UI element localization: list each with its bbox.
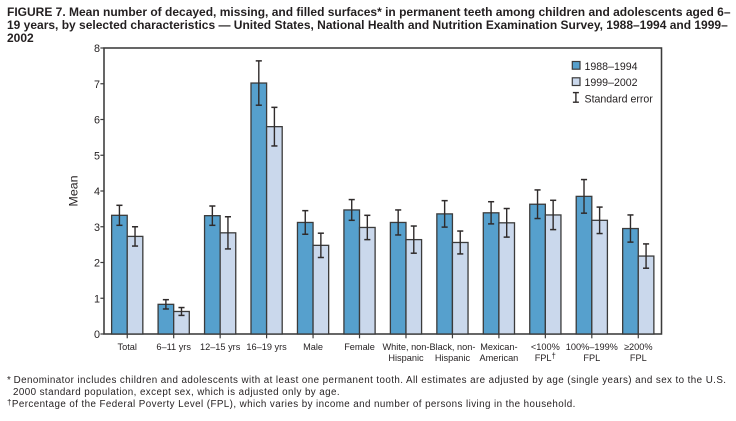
svg-text:3: 3	[94, 222, 100, 234]
svg-text:7: 7	[94, 79, 100, 91]
svg-text:1988–1994: 1988–1994	[585, 61, 638, 73]
svg-text:<100%: <100%	[531, 342, 560, 352]
svg-text:≥200%: ≥200%	[624, 342, 653, 352]
svg-text:Mean: Mean	[67, 175, 81, 206]
svg-text:Black, non-: Black, non-	[429, 342, 475, 352]
svg-text:2: 2	[94, 258, 100, 270]
svg-text:White, non-: White, non-	[382, 342, 429, 352]
svg-text:0: 0	[94, 329, 100, 341]
svg-text:1999–2002: 1999–2002	[585, 77, 638, 89]
svg-text:Mexican-: Mexican-	[480, 342, 517, 352]
svg-text:12–15 yrs: 12–15 yrs	[200, 342, 241, 352]
svg-text:5: 5	[94, 150, 100, 162]
svg-text:8: 8	[94, 43, 100, 55]
svg-text:Male: Male	[303, 342, 323, 352]
svg-text:Female: Female	[344, 342, 375, 352]
svg-text:American: American	[479, 353, 518, 363]
svg-text:1: 1	[94, 293, 100, 305]
svg-text:100%–199%: 100%–199%	[566, 342, 618, 352]
svg-text:6–11 yrs: 6–11 yrs	[156, 342, 191, 352]
svg-text:Standard error: Standard error	[585, 93, 654, 105]
svg-text:FPL: FPL	[630, 353, 647, 363]
svg-text:FPL†: FPL†	[535, 351, 556, 363]
svg-text:Hispanic: Hispanic	[388, 353, 424, 363]
svg-text:16–19 yrs: 16–19 yrs	[246, 342, 287, 352]
svg-text:FPL: FPL	[583, 353, 600, 363]
svg-text:4: 4	[94, 186, 100, 198]
svg-text:6: 6	[94, 115, 100, 127]
svg-text:Total: Total	[118, 342, 137, 352]
svg-text:Hispanic: Hispanic	[435, 353, 471, 363]
